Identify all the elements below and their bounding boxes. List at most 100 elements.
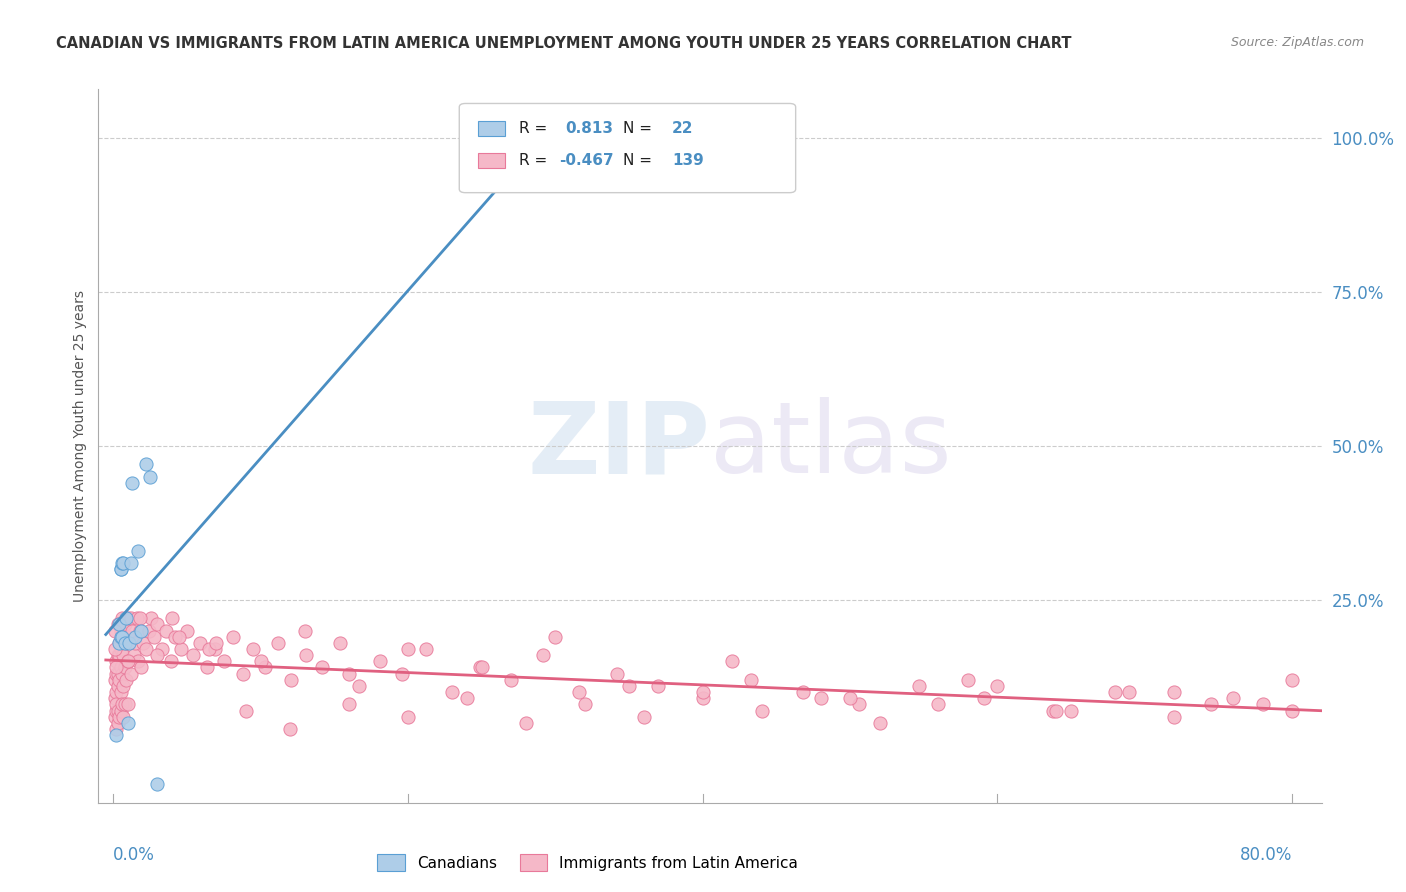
Text: R =: R = <box>519 153 553 168</box>
Point <box>121 624 143 638</box>
Point <box>533 648 555 662</box>
Point <box>294 624 316 638</box>
Point <box>108 636 131 650</box>
Point <box>617 679 640 693</box>
Point <box>150 642 173 657</box>
Point <box>188 636 211 650</box>
Point <box>1045 704 1067 718</box>
Point <box>253 660 276 674</box>
Text: -0.467: -0.467 <box>560 153 614 168</box>
Point <box>242 642 264 657</box>
Point <box>141 611 163 625</box>
Point <box>124 630 146 644</box>
Point <box>839 691 862 706</box>
Point <box>1222 691 1244 706</box>
FancyBboxPatch shape <box>460 103 796 193</box>
Point <box>129 624 152 638</box>
Point <box>125 611 148 625</box>
Point <box>1281 673 1303 687</box>
Point <box>692 691 714 706</box>
Point <box>129 660 152 674</box>
Point <box>110 636 132 650</box>
Point <box>108 673 131 687</box>
Point <box>633 709 655 723</box>
Point <box>110 642 132 657</box>
Point <box>146 648 169 662</box>
Point <box>349 679 371 693</box>
Point <box>110 562 132 576</box>
Point <box>128 611 150 625</box>
Point <box>1104 685 1126 699</box>
Point <box>204 642 226 657</box>
Point <box>104 642 127 657</box>
Y-axis label: Unemployment Among Youth under 25 years: Unemployment Among Youth under 25 years <box>73 290 87 602</box>
Point <box>104 624 127 638</box>
Point <box>146 777 169 791</box>
Point <box>117 654 139 668</box>
Point <box>1163 685 1185 699</box>
Point <box>114 698 136 712</box>
Point <box>205 636 228 650</box>
Point <box>956 673 979 687</box>
Point <box>295 648 318 662</box>
Point <box>169 630 191 644</box>
Point <box>110 624 132 638</box>
Point <box>1281 704 1303 718</box>
Point <box>368 654 391 668</box>
Point <box>110 660 132 674</box>
Point <box>131 636 153 650</box>
Text: N =: N = <box>623 121 657 136</box>
Point <box>110 704 132 718</box>
Point <box>165 630 187 644</box>
Point <box>391 666 413 681</box>
Point <box>105 698 128 712</box>
Point <box>278 722 301 736</box>
Point <box>111 698 134 712</box>
Point <box>111 666 134 681</box>
Point <box>792 685 814 699</box>
Point <box>396 642 419 657</box>
Point <box>606 666 628 681</box>
Point <box>138 624 160 638</box>
Point <box>111 630 134 644</box>
Point <box>1118 685 1140 699</box>
Point <box>927 698 949 712</box>
Point <box>212 654 235 668</box>
Point <box>107 704 129 718</box>
Point <box>112 679 135 693</box>
Point <box>159 654 181 668</box>
Point <box>1163 709 1185 723</box>
Point <box>235 704 257 718</box>
Legend: Canadians, Immigrants from Latin America: Canadians, Immigrants from Latin America <box>371 848 804 877</box>
Point <box>647 679 669 693</box>
Point <box>499 673 522 687</box>
Point <box>232 666 254 681</box>
Point <box>112 648 135 662</box>
Point <box>104 709 127 723</box>
Point <box>973 691 995 706</box>
Text: Source: ZipAtlas.com: Source: ZipAtlas.com <box>1230 36 1364 49</box>
Point <box>124 636 146 650</box>
Point <box>267 636 290 650</box>
Point <box>118 636 141 650</box>
Text: atlas: atlas <box>710 398 952 494</box>
Point <box>115 636 138 650</box>
Point <box>544 630 567 644</box>
Text: N =: N = <box>623 153 657 168</box>
Point <box>111 556 134 570</box>
Point <box>127 654 149 668</box>
Point <box>329 636 352 650</box>
Point <box>105 654 128 668</box>
Text: 0.0%: 0.0% <box>112 846 155 863</box>
Point <box>740 673 762 687</box>
Point <box>155 624 177 638</box>
Point <box>105 728 128 742</box>
Point <box>110 630 132 644</box>
Point <box>441 685 464 699</box>
Point <box>112 556 135 570</box>
Point <box>114 660 136 674</box>
Point <box>986 679 1008 693</box>
Point <box>105 722 128 736</box>
Point <box>396 709 419 723</box>
Point <box>121 475 143 490</box>
